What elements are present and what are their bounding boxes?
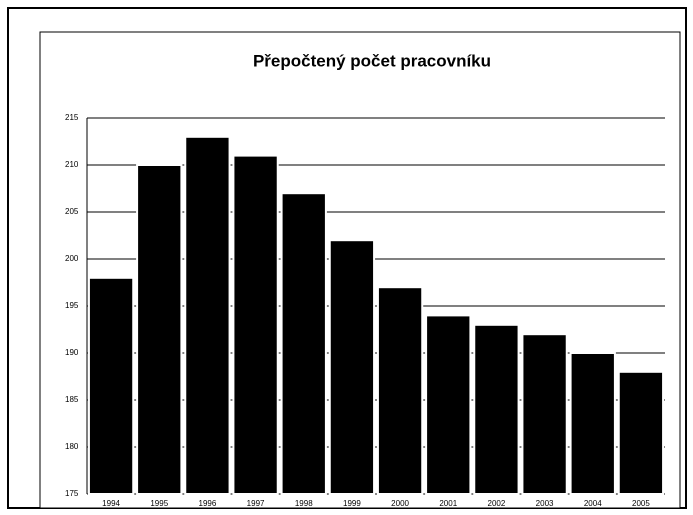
y-tick-label: 195 bbox=[65, 301, 79, 310]
y-tick-label: 190 bbox=[65, 348, 79, 357]
bar bbox=[328, 239, 376, 495]
x-tick-label: 2002 bbox=[488, 499, 506, 508]
x-tick-label: 2004 bbox=[584, 499, 602, 508]
x-tick-label: 1994 bbox=[102, 499, 120, 508]
x-tick-label: 1995 bbox=[150, 499, 168, 508]
bar bbox=[521, 333, 568, 496]
bar bbox=[617, 370, 665, 495]
bar bbox=[87, 276, 135, 495]
y-tick-label: 200 bbox=[65, 254, 79, 263]
y-tick-label: 210 bbox=[65, 160, 79, 169]
x-tick-label: 2001 bbox=[439, 499, 457, 508]
bar bbox=[232, 154, 279, 495]
y-tick-label: 180 bbox=[65, 442, 79, 451]
bar bbox=[425, 314, 472, 495]
bar bbox=[569, 352, 616, 495]
bar bbox=[136, 164, 183, 495]
x-tick-label: 2000 bbox=[391, 499, 409, 508]
y-tick-label: 175 bbox=[65, 489, 79, 498]
bar bbox=[473, 323, 520, 495]
x-tick-label: 1998 bbox=[295, 499, 313, 508]
bar bbox=[280, 192, 327, 495]
chart-title: Přepočtený počet pracovníku bbox=[253, 51, 491, 70]
x-tick-label: 1997 bbox=[247, 499, 265, 508]
x-tick-label: 2005 bbox=[632, 499, 650, 508]
y-tick-label: 185 bbox=[65, 395, 79, 404]
bar bbox=[376, 286, 424, 496]
y-tick-label: 215 bbox=[65, 113, 79, 122]
x-tick-label: 2003 bbox=[536, 499, 554, 508]
y-tick-label: 205 bbox=[65, 207, 79, 216]
bar bbox=[184, 135, 231, 496]
x-tick-label: 1999 bbox=[343, 499, 361, 508]
x-tick-label: 1996 bbox=[199, 499, 217, 508]
